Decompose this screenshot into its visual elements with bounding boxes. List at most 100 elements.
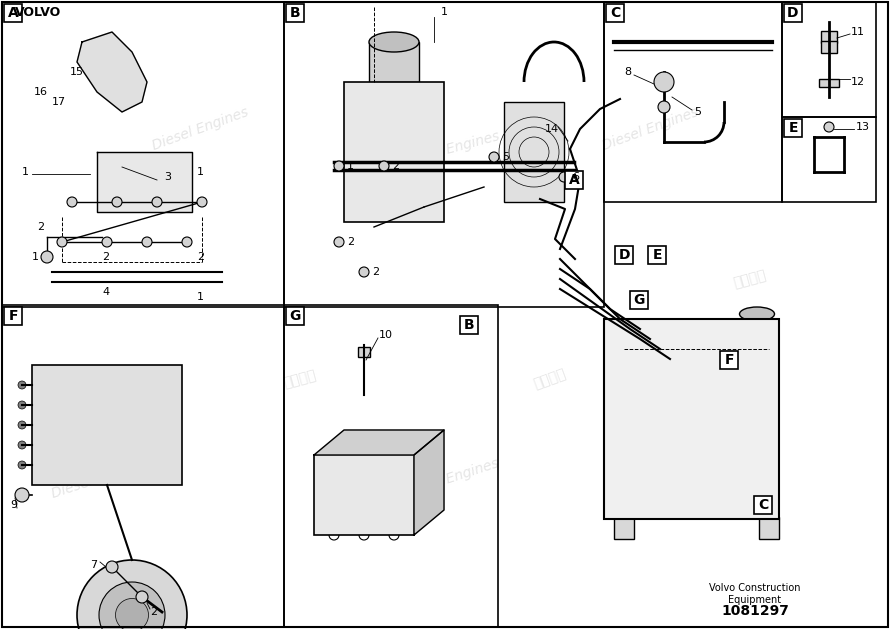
Polygon shape [97, 152, 192, 212]
Text: 6: 6 [572, 172, 579, 182]
Circle shape [359, 267, 369, 277]
Text: 1: 1 [22, 167, 29, 177]
Text: A: A [8, 6, 19, 20]
Polygon shape [414, 430, 444, 535]
Bar [314, 455, 414, 535]
Circle shape [334, 161, 344, 171]
Bar [821, 31, 837, 43]
Polygon shape [77, 32, 147, 112]
Bar [504, 102, 564, 202]
Text: Volvo Construction
Equipment: Volvo Construction Equipment [709, 583, 801, 605]
Polygon shape [314, 430, 444, 455]
Circle shape [77, 560, 187, 629]
Text: 2: 2 [197, 252, 204, 262]
Text: 装发动力: 装发动力 [532, 367, 568, 391]
Text: Diesel Engines: Diesel Engines [50, 457, 150, 501]
Text: 7: 7 [90, 560, 97, 570]
Text: A: A [569, 173, 579, 187]
Text: G: G [634, 293, 644, 307]
Text: 1: 1 [32, 252, 39, 262]
Bar [606, 4, 624, 22]
Text: VOLVO: VOLVO [15, 6, 61, 18]
Text: F: F [724, 353, 733, 367]
Text: 2: 2 [102, 252, 109, 262]
Bar [784, 4, 802, 22]
Circle shape [389, 530, 399, 540]
Bar [821, 41, 837, 53]
Circle shape [18, 461, 26, 469]
Text: Diesel Engines: Diesel Engines [600, 105, 700, 153]
Circle shape [359, 530, 369, 540]
Circle shape [41, 251, 53, 263]
Bar [720, 351, 738, 369]
Circle shape [57, 237, 67, 247]
Bar [614, 517, 634, 539]
Circle shape [331, 497, 337, 503]
Circle shape [329, 530, 339, 540]
Circle shape [136, 591, 148, 603]
Circle shape [152, 197, 162, 207]
Circle shape [334, 237, 344, 247]
Text: E: E [789, 121, 797, 135]
Text: D: D [619, 248, 630, 262]
Circle shape [182, 237, 192, 247]
Text: 8: 8 [624, 67, 631, 77]
Text: 17: 17 [52, 97, 66, 107]
Text: 5: 5 [694, 107, 701, 117]
Text: 2: 2 [372, 267, 379, 277]
Text: C: C [758, 498, 768, 512]
Circle shape [331, 517, 337, 523]
Text: 3: 3 [164, 172, 171, 182]
Text: C: C [610, 6, 620, 20]
Text: 1: 1 [441, 7, 448, 17]
Circle shape [67, 197, 77, 207]
Text: 16: 16 [34, 87, 48, 97]
Bar [782, 2, 876, 117]
Bar [754, 496, 772, 514]
Bar [284, 2, 604, 307]
Bar [739, 319, 774, 334]
Text: 1: 1 [347, 161, 354, 171]
Bar [460, 316, 478, 334]
Circle shape [106, 561, 118, 573]
Text: 11: 11 [851, 27, 865, 37]
Circle shape [18, 401, 26, 409]
Text: 14: 14 [545, 124, 559, 134]
Bar [2, 305, 284, 627]
Ellipse shape [369, 32, 419, 52]
Bar [759, 517, 779, 539]
Text: 1: 1 [197, 167, 204, 177]
Text: 2: 2 [392, 161, 399, 171]
Circle shape [331, 477, 337, 483]
Text: D: D [788, 6, 798, 20]
Text: F: F [8, 309, 18, 323]
Bar [630, 291, 648, 309]
Circle shape [658, 101, 670, 113]
Circle shape [559, 172, 569, 182]
Text: 装发动力: 装发动力 [732, 268, 768, 290]
Text: B: B [289, 6, 300, 20]
Bar [32, 365, 182, 485]
Text: 12: 12 [851, 77, 865, 87]
Bar [286, 307, 304, 325]
Bar [648, 246, 666, 264]
Text: 1: 1 [197, 292, 204, 302]
Text: 2: 2 [150, 607, 158, 617]
Bar [784, 119, 802, 137]
Text: 10: 10 [379, 330, 393, 340]
Bar [286, 4, 304, 22]
Circle shape [379, 161, 389, 171]
Text: 15: 15 [70, 67, 84, 77]
Circle shape [102, 237, 112, 247]
Circle shape [327, 473, 341, 487]
Circle shape [112, 197, 122, 207]
Text: 2: 2 [37, 222, 44, 232]
Bar [604, 319, 779, 519]
Text: B: B [464, 318, 474, 332]
Circle shape [489, 152, 499, 162]
Circle shape [197, 197, 207, 207]
Text: Diesel Engines: Diesel Engines [400, 457, 500, 501]
Text: G: G [289, 309, 301, 323]
Bar [782, 117, 876, 202]
Bar [819, 79, 839, 87]
